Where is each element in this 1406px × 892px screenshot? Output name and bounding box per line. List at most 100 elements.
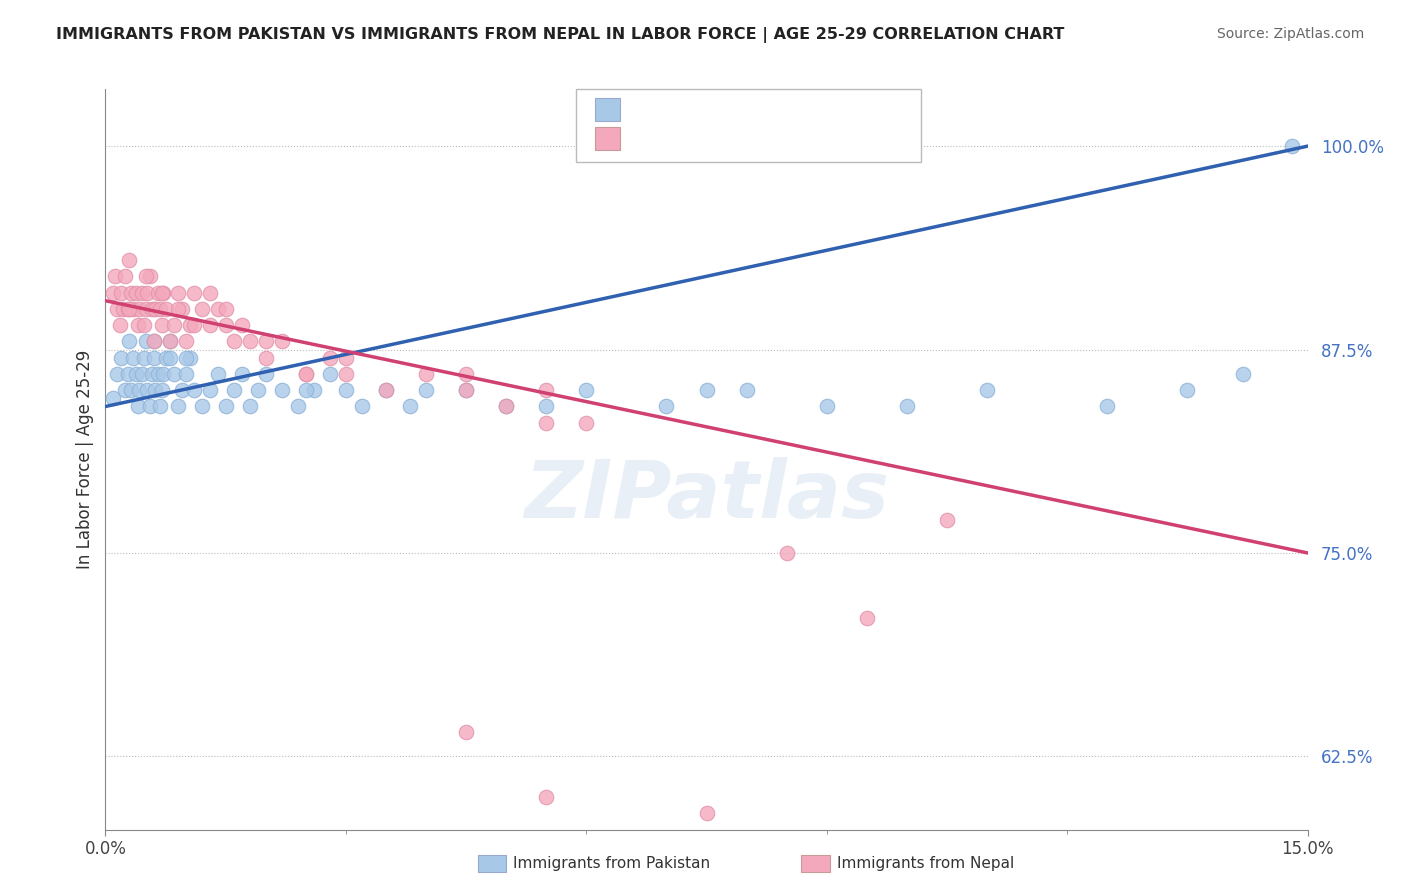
Point [207,301,229,316]
Point [150,285,173,300]
Text: R =: R = [630,129,666,147]
Point [254,334,277,349]
Point [103,285,125,300]
Point [534,383,557,397]
Text: Immigrants from Nepal: Immigrants from Nepal [837,856,1014,871]
Text: R =: R = [630,101,666,119]
Point [815,400,838,414]
Point [239,400,262,414]
Point [150,318,173,333]
Point [287,400,309,414]
Point [120,383,142,397]
Point [270,383,292,397]
Text: Source: ZipAtlas.com: Source: ZipAtlas.com [1216,27,1364,41]
Point [143,383,166,397]
Point [132,351,155,365]
Point [1097,400,1119,414]
Point [495,400,517,414]
Point [166,400,188,414]
Point [350,400,373,414]
Point [183,383,205,397]
Point [120,285,142,300]
Point [135,269,157,284]
Point [174,334,197,349]
Point [104,269,127,284]
Point [170,383,193,397]
Point [254,351,277,365]
Point [295,367,318,381]
Point [495,400,517,414]
Point [152,367,174,381]
Point [159,334,181,349]
Point [896,400,918,414]
Point [374,383,396,397]
Point [335,383,357,397]
Point [616,838,638,853]
Point [141,301,163,316]
Point [335,367,357,381]
Point [162,367,184,381]
Point [135,334,157,349]
Point [198,383,221,397]
Point [136,383,159,397]
Point [112,301,135,316]
Point [118,334,141,349]
Point [174,351,197,365]
Point [415,367,437,381]
Point [534,416,557,430]
Point [222,383,245,397]
Point [131,285,153,300]
Point [534,790,557,805]
Point [110,351,132,365]
Point [415,383,437,397]
Point [122,301,145,316]
Point [214,318,236,333]
Point [302,383,325,397]
Point [179,318,201,333]
Point [131,367,153,381]
Point [190,301,212,316]
Point [174,367,197,381]
Point [207,367,229,381]
Point [976,383,998,397]
Point [696,383,718,397]
Point [246,383,269,397]
Point [125,367,148,381]
Point [128,301,150,316]
Point [214,400,236,414]
Point [295,367,318,381]
Point [127,318,149,333]
Point [146,367,169,381]
Point [1232,367,1254,381]
Text: IMMIGRANTS FROM PAKISTAN VS IMMIGRANTS FROM NEPAL IN LABOR FORCE | AGE 25-29 COR: IMMIGRANTS FROM PAKISTAN VS IMMIGRANTS F… [56,27,1064,43]
Point [114,383,136,397]
Text: -0.257: -0.257 [672,129,731,147]
Point [132,318,155,333]
Point [270,334,292,349]
Text: 71: 71 [792,129,814,147]
Point [114,269,136,284]
Point [138,400,160,414]
Point [122,351,145,365]
Point [1175,383,1198,397]
Point [142,334,165,349]
Point [155,351,177,365]
Point [103,392,125,406]
Point [254,367,277,381]
Point [374,383,396,397]
Point [107,367,129,381]
Point [146,285,169,300]
Point [149,400,172,414]
Point [117,301,139,316]
Point [108,318,131,333]
Point [143,301,166,316]
Point [239,334,262,349]
Point [125,285,148,300]
Point [696,806,718,821]
Point [142,351,165,365]
Point [138,269,160,284]
Point [198,285,221,300]
Point [118,253,141,268]
Point [190,400,212,414]
Point [155,301,177,316]
